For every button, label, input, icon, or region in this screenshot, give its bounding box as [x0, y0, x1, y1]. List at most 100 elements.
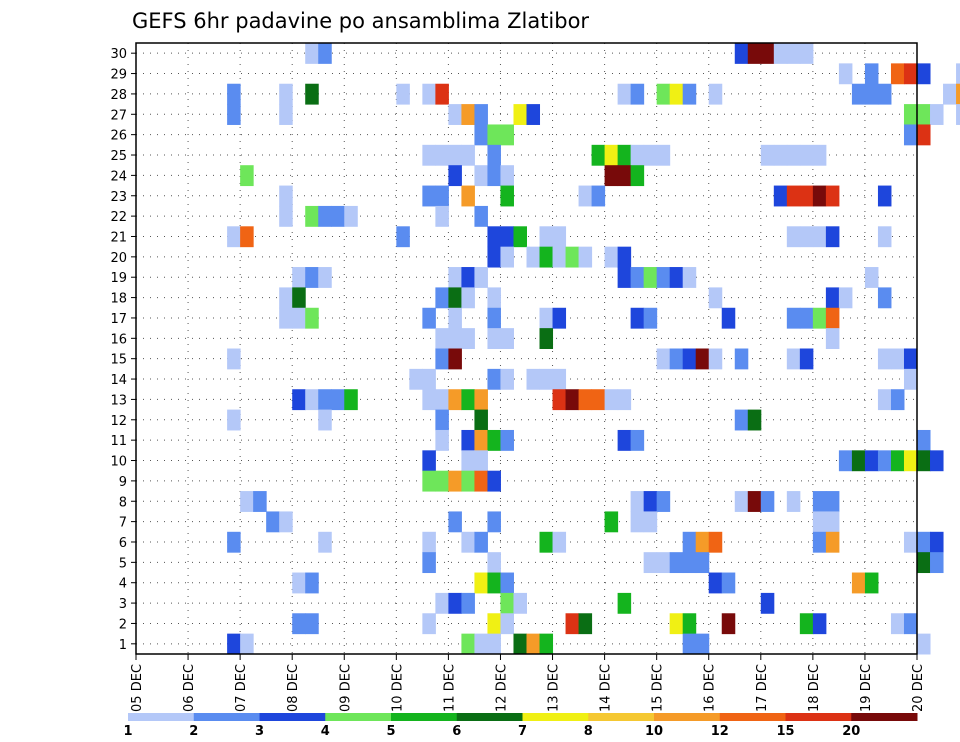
heatmap-cell [292, 307, 306, 329]
heatmap-cell [864, 63, 879, 85]
heatmap-cell [812, 144, 827, 166]
heatmap-cell [956, 63, 960, 85]
heatmap-cell [227, 104, 241, 125]
heatmap-cell [799, 307, 814, 329]
y-tick-label: 2 [119, 617, 127, 632]
colorbar-swatch [522, 713, 589, 721]
heatmap-cell [448, 328, 462, 349]
heatmap-cell [682, 83, 697, 105]
heatmap-cell [604, 389, 619, 411]
y-tick-label: 17 [110, 312, 127, 327]
y-tick-label: 12 [110, 414, 127, 429]
heatmap-cell [695, 633, 710, 655]
heatmap-cell [656, 144, 671, 166]
heatmap-cell [253, 491, 267, 512]
heatmap-cell [448, 287, 462, 309]
heatmap-cell [552, 226, 567, 248]
heatmap-cell [500, 592, 514, 614]
heatmap-cell [266, 511, 280, 533]
heatmap-cell [917, 104, 931, 125]
heatmap-cell [461, 450, 475, 472]
heatmap-cell [917, 429, 931, 451]
heatmap-cell [487, 144, 501, 166]
colorbar-swatch [654, 713, 721, 721]
heatmap-cell [630, 267, 645, 288]
heatmap-cell [448, 267, 462, 288]
heatmap-cell [708, 348, 723, 370]
heatmap-cell [552, 389, 567, 411]
heatmap-cell [812, 491, 827, 512]
heatmap-cell [461, 185, 475, 207]
heatmap-cell [552, 531, 567, 553]
heatmap-cell [656, 552, 671, 574]
chart-title: GEFS 6hr padavine po ansamblima Zlatibor [132, 9, 589, 33]
colorbar-label: 15 [776, 724, 794, 739]
heatmap-cell [734, 409, 749, 431]
heatmap-cell [487, 165, 501, 187]
heatmap-cell [500, 368, 514, 390]
heatmap-cell [318, 531, 332, 553]
heatmap-cell [305, 613, 319, 635]
y-axis: 1234567891011121314151617181920212223242… [110, 47, 136, 653]
heatmap-cell [682, 633, 697, 655]
heatmap-cell [292, 572, 306, 594]
colorbar-label: 20 [842, 724, 860, 739]
heatmap-cell [500, 613, 514, 635]
colorbar-label: 1 [123, 724, 132, 739]
x-tick-label: 08 DEC [286, 664, 301, 712]
heatmap-cell [344, 389, 358, 411]
heatmap-cell [799, 226, 814, 248]
y-tick-label: 22 [110, 210, 127, 225]
heatmap-cell [487, 633, 501, 655]
y-tick-label: 29 [110, 68, 127, 83]
heatmap-cell [643, 144, 658, 166]
heatmap-cell [279, 307, 293, 329]
heatmap-cell [930, 104, 944, 125]
heatmap-cell [956, 104, 960, 125]
y-tick-label: 3 [119, 597, 127, 612]
heatmap-cell [773, 43, 788, 64]
y-tick-label: 24 [110, 169, 127, 184]
heatmap-cell [877, 450, 892, 472]
heatmap-cell [500, 165, 514, 187]
heatmap-cell [591, 185, 606, 207]
colorbar-label: 8 [584, 724, 593, 739]
heatmap-cell [539, 307, 554, 329]
heatmap-cell [461, 592, 475, 614]
x-tick-label: 12 DEC [494, 664, 509, 712]
heatmap-cell [838, 287, 853, 309]
heatmap-cell [487, 226, 501, 248]
heatmap-cell [422, 83, 436, 105]
heatmap-cell [669, 83, 684, 105]
y-tick-label: 13 [110, 393, 127, 408]
heatmap-cell [669, 552, 684, 574]
heatmap-cell [526, 633, 541, 655]
heatmap-cell [604, 246, 619, 268]
heatmap-cell [838, 450, 853, 472]
heatmap-cell [227, 633, 241, 655]
heatmap-cell [487, 124, 501, 146]
heatmap-cell [630, 511, 645, 533]
y-tick-label: 16 [110, 332, 127, 347]
heatmap-cell [565, 246, 580, 268]
heatmap-cell [344, 205, 358, 227]
heatmap-cell [890, 450, 905, 472]
heatmap-cell [422, 531, 436, 553]
heatmap-cell [604, 144, 619, 166]
heatmap-cell [930, 450, 944, 472]
heatmap-cell [474, 165, 488, 187]
heatmap-cell [500, 185, 514, 207]
heatmap-cell [799, 185, 814, 207]
heatmap-cell [539, 633, 554, 655]
heatmap-cell [552, 368, 567, 390]
heatmap-cell [474, 470, 488, 492]
heatmap-cell [474, 429, 488, 451]
heatmap-cell [812, 226, 827, 248]
heatmap-cell [877, 287, 892, 309]
heatmap-cell [578, 389, 593, 411]
heatmap-cell [786, 307, 801, 329]
heatmap-cell [422, 552, 436, 574]
heatmap-cell [890, 63, 905, 85]
heatmap-cell [461, 429, 475, 451]
